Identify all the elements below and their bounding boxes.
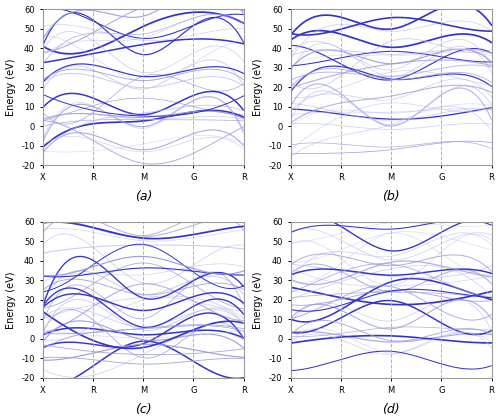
Y-axis label: Energy (eV): Energy (eV): [254, 58, 264, 116]
Text: (a): (a): [134, 190, 152, 203]
Text: (c): (c): [135, 403, 152, 416]
Y-axis label: Energy (eV): Energy (eV): [254, 271, 264, 328]
Text: (d): (d): [382, 403, 400, 416]
Text: (b): (b): [382, 190, 400, 203]
Y-axis label: Energy (eV): Energy (eV): [6, 58, 16, 116]
Y-axis label: Energy (eV): Energy (eV): [6, 271, 16, 328]
